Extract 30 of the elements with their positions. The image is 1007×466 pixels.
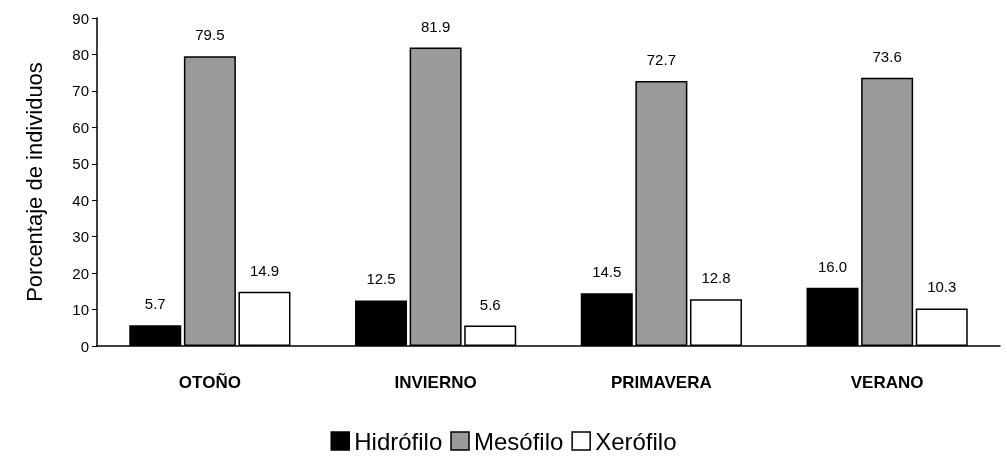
data-label: 14.9 bbox=[249, 261, 280, 279]
data-label: 73.6 bbox=[872, 47, 902, 65]
data-label: 5.7 bbox=[144, 295, 166, 313]
data-label: 72.7 bbox=[646, 51, 676, 69]
data-label: 79.5 bbox=[195, 26, 225, 44]
y-tick-label: 50 bbox=[72, 155, 89, 173]
y-tick-label: 20 bbox=[72, 264, 89, 282]
x-tick-label: VERANO bbox=[850, 373, 924, 392]
y-axis-title: Porcentaje de individuos bbox=[21, 62, 47, 302]
legend-label: Hidrófilo bbox=[354, 427, 443, 455]
data-label: 10.3 bbox=[927, 278, 957, 296]
data-label: 12.5 bbox=[366, 270, 396, 288]
x-tick-label: OTOÑO bbox=[178, 372, 241, 392]
y-tick-label: 10 bbox=[72, 301, 89, 319]
x-tick-label: PRIMAVERA bbox=[611, 373, 712, 392]
y-tick-label: 30 bbox=[72, 228, 89, 246]
legend-label: Mesófilo bbox=[474, 427, 564, 455]
legend-label: Xerófilo bbox=[595, 427, 677, 455]
data-label: 16.0 bbox=[817, 257, 848, 275]
data-label: 81.9 bbox=[421, 17, 451, 35]
x-tick-label: INVIERNO bbox=[394, 373, 477, 392]
y-tick-label: 80 bbox=[72, 45, 89, 63]
y-tick-label: 90 bbox=[72, 9, 89, 27]
y-tick-label: 0 bbox=[80, 337, 89, 355]
data-label: 12.8 bbox=[701, 269, 731, 287]
y-tick-label: 40 bbox=[72, 191, 89, 209]
y-tick-label: 60 bbox=[72, 118, 89, 136]
data-label: 14.5 bbox=[592, 263, 622, 281]
y-tick-label: 70 bbox=[72, 82, 89, 100]
data-label: 5.6 bbox=[479, 295, 501, 313]
